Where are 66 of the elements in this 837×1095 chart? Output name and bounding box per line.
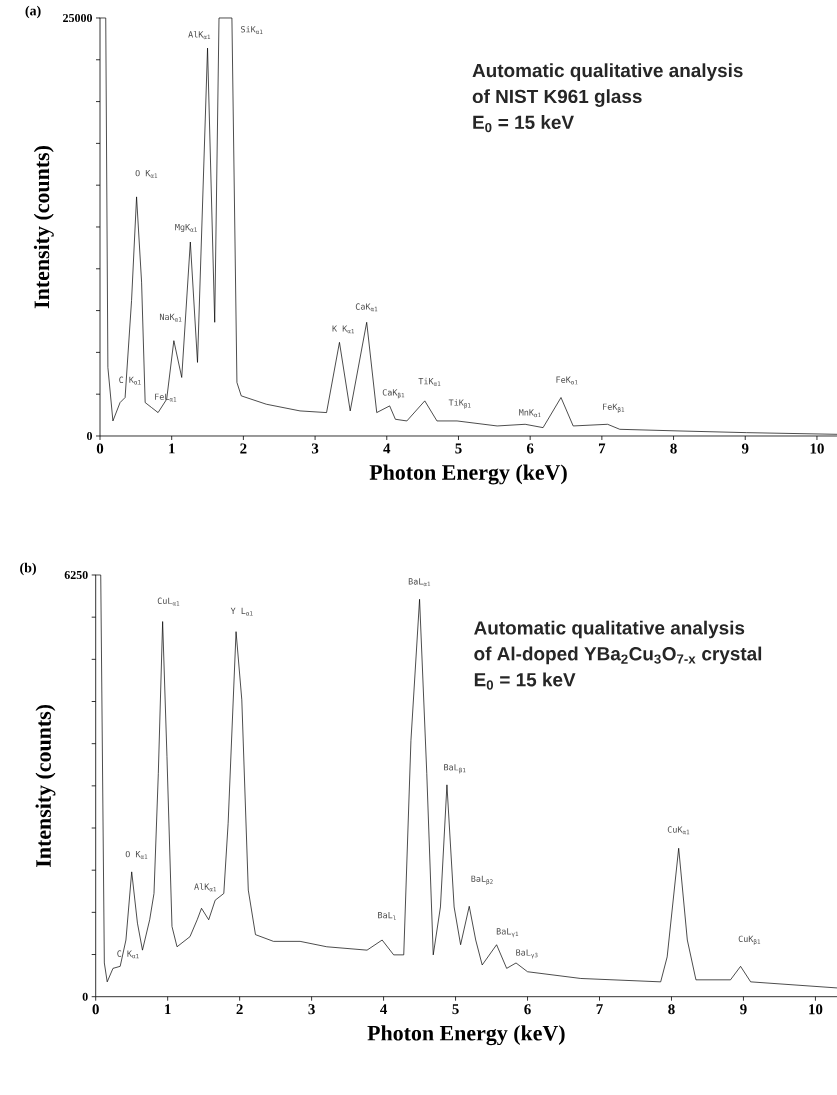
x-tick-label: 2 bbox=[236, 1004, 243, 1015]
x-tick-label: 8 bbox=[670, 443, 677, 454]
annotation: CuL$_{α1}$ bbox=[157, 597, 179, 606]
x-axis-title: Photon Energy (keV) bbox=[367, 1025, 565, 1046]
y-tick-label: 0 bbox=[86, 431, 92, 441]
y-tick-label: 0 bbox=[82, 992, 88, 1001]
annotation: Y L$_{α1}$ bbox=[230, 607, 253, 616]
x-tick-label: 3 bbox=[311, 443, 319, 454]
annotation: Automatic qualitative analysis bbox=[473, 620, 744, 639]
annotation: NaK$_{α1}$ bbox=[159, 313, 182, 322]
y-tick-label: 25000 bbox=[62, 13, 92, 23]
annotation: SiK$_{α1}$ bbox=[240, 25, 263, 35]
annotation: K K$_{α1}$ bbox=[332, 325, 354, 334]
x-tick-label: 9 bbox=[739, 1004, 747, 1015]
annotation: AlK$_{α1}$ bbox=[193, 883, 216, 892]
annotation: AlK$_{α1}$ bbox=[188, 31, 210, 40]
annotation: of Al-doped YBa$_{2}$Cu$_{3}$O$_{7-x}$ crystal bbox=[474, 646, 761, 665]
chart-title: (a) bbox=[25, 5, 41, 19]
annotation: MnK$_{α1}$ bbox=[518, 409, 541, 418]
y-axis-title: Intensity (counts) bbox=[35, 704, 56, 867]
annotation: CaK$_{β1}$ bbox=[382, 389, 404, 399]
annotation: C K$_{α1}$ bbox=[117, 950, 139, 959]
x-tick-label: 6 bbox=[524, 1004, 531, 1015]
x-tick-label: 9 bbox=[741, 443, 749, 454]
annotation: BaL$_{β2}$ bbox=[471, 875, 493, 885]
x-tick-label: 1 bbox=[168, 443, 175, 454]
annotation: BaL$_{γ1}$ bbox=[496, 928, 518, 938]
x-tick-label: 7 bbox=[596, 1004, 603, 1014]
annotation: C K$_{α1}$ bbox=[119, 376, 141, 385]
x-tick-label: 5 bbox=[455, 443, 462, 454]
chart-title: (b) bbox=[19, 562, 36, 576]
annotation: MgK$_{α1}$ bbox=[175, 224, 197, 233]
annotation: BaL$_{l}$ bbox=[377, 912, 396, 920]
annotation: FeK$_{β1}$ bbox=[602, 403, 624, 413]
x-tick-label: 10 bbox=[808, 1004, 823, 1015]
annotation: FeL$_{α1}$ bbox=[154, 393, 176, 402]
annotation: CaK$_{α1}$ bbox=[355, 303, 378, 312]
x-tick-label: 0 bbox=[96, 443, 103, 454]
x-axis-title: Photon Energy (keV) bbox=[369, 464, 567, 485]
x-tick-label: 4 bbox=[383, 443, 391, 454]
annotation: O K$_{α1}$ bbox=[125, 850, 148, 859]
annotation: CuK$_{α1}$ bbox=[667, 826, 690, 835]
x-tick-label: 7 bbox=[598, 443, 606, 454]
y-axis-title: Intensity (counts) bbox=[33, 146, 54, 309]
x-tick-label: 3 bbox=[308, 1004, 315, 1015]
annotation: FeK$_{α1}$ bbox=[556, 376, 578, 385]
annotation: TiK$_{β1}$ bbox=[448, 399, 471, 409]
x-tick-label: 6 bbox=[526, 443, 534, 454]
annotation: CuK$_{β1}$ bbox=[738, 935, 760, 946]
annotation: O K$_{α1}$ bbox=[135, 169, 157, 178]
annotation: BaL$_{γ3}$ bbox=[516, 949, 538, 959]
annotation: Automatic qualitative analysis bbox=[472, 63, 743, 81]
annotation: TiK$_{α1}$ bbox=[418, 377, 441, 386]
y-tick-label: 6250 bbox=[64, 570, 88, 580]
annotation: E$_{0}$ = 15 keV bbox=[474, 672, 576, 690]
x-tick-label: 10 bbox=[810, 443, 824, 454]
annotation: BaL$_{α1}$ bbox=[408, 578, 430, 587]
annotation: of NIST K961 glass bbox=[472, 89, 642, 107]
annotation: E$_{0}$ = 15 keV bbox=[473, 115, 574, 133]
annotation: BaL$_{β1}$ bbox=[443, 764, 466, 774]
x-tick-label: 8 bbox=[668, 1004, 675, 1015]
x-tick-label: 5 bbox=[452, 1004, 459, 1015]
x-tick-label: 2 bbox=[240, 443, 247, 454]
x-tick-label: 0 bbox=[92, 1004, 99, 1015]
x-tick-label: 4 bbox=[379, 1004, 387, 1015]
x-tick-label: 1 bbox=[164, 1004, 171, 1015]
